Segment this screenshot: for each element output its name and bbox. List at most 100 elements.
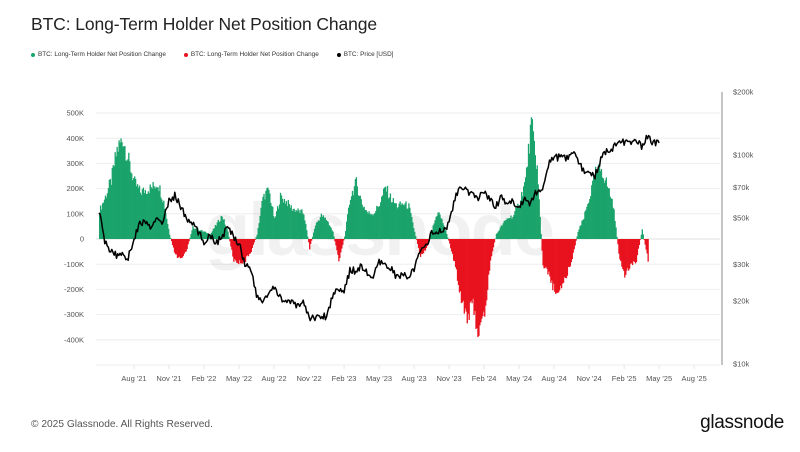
net-position-bar-positive bbox=[590, 196, 592, 239]
net-position-bar-positive bbox=[324, 217, 326, 239]
glassnode-logo[interactable]: glassnode bbox=[700, 412, 784, 433]
net-position-bar-negative bbox=[179, 239, 182, 259]
net-position-bar-positive bbox=[589, 198, 591, 239]
net-position-bar-positive bbox=[145, 193, 147, 239]
net-position-bar-positive bbox=[347, 207, 350, 239]
net-position-bar-positive bbox=[328, 225, 330, 239]
net-position-bar-negative bbox=[427, 239, 430, 243]
net-position-bar-positive bbox=[331, 230, 333, 239]
net-position-bar-positive bbox=[219, 221, 221, 239]
net-position-bar-positive bbox=[593, 174, 595, 239]
net-position-bar-positive bbox=[505, 220, 507, 239]
net-position-bar-positive bbox=[521, 191, 523, 239]
net-position-bar-positive bbox=[582, 219, 584, 239]
net-position-bar-positive bbox=[319, 217, 322, 239]
net-position-bar-positive bbox=[370, 214, 372, 239]
net-position-bar-positive bbox=[608, 188, 610, 239]
legend-item-price[interactable]: BTC: Price [USD] bbox=[336, 51, 393, 58]
net-position-bar-positive bbox=[354, 179, 357, 239]
net-position-bar-positive bbox=[413, 228, 415, 239]
net-position-bar-negative bbox=[559, 239, 562, 286]
net-position-bar-negative bbox=[489, 239, 492, 261]
net-position-bar-positive bbox=[577, 231, 579, 239]
net-position-bar-positive bbox=[133, 178, 135, 239]
net-position-bar-negative bbox=[491, 239, 494, 252]
net-position-bar-positive bbox=[604, 180, 607, 239]
net-position-bar-positive bbox=[434, 220, 436, 239]
net-position-bar-positive bbox=[607, 188, 609, 239]
net-position-bar-negative bbox=[569, 239, 572, 267]
net-position-bar-negative bbox=[545, 239, 547, 267]
right-tick-label: $10k bbox=[733, 360, 750, 369]
net-position-bar-positive bbox=[362, 207, 364, 239]
net-position-bar-negative bbox=[309, 239, 311, 250]
net-position-bar-positive bbox=[538, 199, 540, 239]
net-position-bar-positive bbox=[361, 204, 363, 239]
net-position-bar-positive bbox=[140, 194, 143, 239]
net-position-bar-positive bbox=[578, 229, 580, 239]
net-position-bar-positive bbox=[266, 188, 268, 239]
net-position-bar-negative bbox=[468, 239, 470, 320]
left-tick-label: -200K bbox=[64, 285, 84, 294]
net-position-bar-negative bbox=[549, 239, 551, 277]
net-position-bar-positive bbox=[502, 223, 504, 239]
net-position-bar-negative bbox=[617, 239, 619, 245]
net-position-bar-negative bbox=[553, 239, 555, 284]
net-position-bar-negative bbox=[644, 239, 646, 245]
net-position-bar-positive bbox=[641, 229, 643, 239]
net-position-bar-positive bbox=[404, 203, 406, 239]
net-position-bar-negative bbox=[418, 239, 421, 253]
legend-item-lth-negative[interactable]: BTC: Long-Term Holder Net Position Chang… bbox=[183, 51, 319, 58]
net-position-bar-positive bbox=[323, 217, 325, 239]
net-position-bar-negative bbox=[242, 239, 245, 262]
net-position-bar-positive bbox=[124, 146, 126, 239]
net-position-bar-positive bbox=[536, 165, 538, 239]
net-position-bar-positive bbox=[258, 223, 260, 239]
net-position-bar-negative bbox=[340, 239, 342, 253]
net-position-bar-negative bbox=[185, 239, 187, 252]
left-tick-label: 500K bbox=[66, 109, 84, 118]
net-position-bar-positive bbox=[318, 220, 321, 239]
net-position-bar-negative bbox=[174, 239, 177, 255]
net-position-bar-positive bbox=[105, 197, 108, 239]
net-position-bar-negative bbox=[619, 239, 621, 260]
net-position-bar-positive bbox=[377, 206, 379, 239]
legend-dot-green-icon bbox=[31, 52, 35, 57]
net-position-bar-positive bbox=[378, 206, 380, 239]
net-position-bar-negative bbox=[479, 239, 481, 326]
net-position-bar-positive bbox=[406, 208, 408, 239]
legend-item-lth-positive[interactable]: BTC: Long-Term Holder Net Position Chang… bbox=[31, 51, 166, 58]
net-position-bar-positive bbox=[532, 131, 535, 239]
net-position-bar-positive bbox=[169, 237, 172, 239]
net-position-bar-negative bbox=[629, 239, 631, 269]
net-position-bar-positive bbox=[391, 202, 394, 239]
x-tick-label: Feb '22 bbox=[192, 374, 217, 383]
net-position-bar-negative bbox=[453, 239, 456, 262]
net-position-bar-negative bbox=[463, 239, 465, 314]
net-position-bar-negative bbox=[633, 239, 636, 262]
net-position-bar-negative bbox=[462, 239, 465, 301]
net-position-bar-positive bbox=[164, 208, 166, 239]
net-position-bar-positive bbox=[307, 236, 309, 239]
net-position-bar-positive bbox=[120, 138, 122, 239]
net-position-bar-positive bbox=[293, 208, 295, 239]
net-position-bar-positive bbox=[355, 177, 358, 239]
net-position-bar-positive bbox=[214, 225, 217, 239]
net-position-bar-negative bbox=[457, 239, 460, 286]
net-position-bar-positive bbox=[99, 205, 102, 239]
net-position-bar-positive bbox=[381, 195, 384, 239]
net-position-bar-positive bbox=[353, 186, 356, 239]
net-position-bar-positive bbox=[514, 211, 516, 239]
net-position-bar-positive bbox=[216, 222, 218, 239]
net-position-bar-positive bbox=[320, 213, 323, 239]
net-position-bar-negative bbox=[230, 239, 232, 247]
net-position-bar-positive bbox=[382, 188, 385, 239]
net-position-bar-positive bbox=[315, 222, 318, 239]
net-position-bar-positive bbox=[383, 187, 386, 239]
net-position-bar-positive bbox=[169, 234, 171, 239]
net-position-bar-positive bbox=[593, 179, 596, 239]
net-position-bar-negative bbox=[475, 239, 477, 329]
net-position-bar-positive bbox=[432, 225, 434, 239]
net-position-bar-negative bbox=[341, 239, 343, 249]
net-position-bar-negative bbox=[471, 239, 473, 304]
